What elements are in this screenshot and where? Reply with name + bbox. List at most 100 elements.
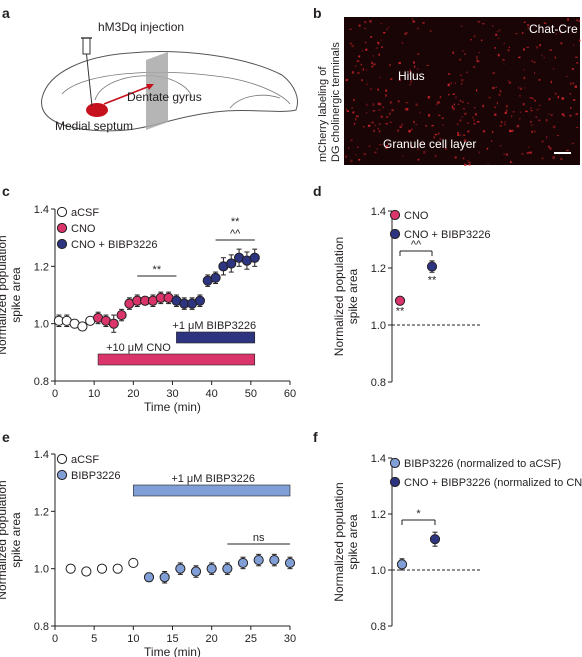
signal-speck bbox=[498, 29, 501, 32]
signal-speck bbox=[508, 81, 512, 84]
signal-speck bbox=[567, 18, 569, 21]
data-point bbox=[249, 252, 260, 263]
treatment-bar-label: +1 μM BIBP3226 bbox=[171, 473, 255, 485]
signal-speck bbox=[356, 60, 360, 62]
signal-speck bbox=[504, 123, 506, 126]
signal-speck bbox=[575, 113, 578, 116]
micrograph-side-label-2: DG cholinergic terminals bbox=[330, 42, 342, 162]
signal-speck bbox=[366, 103, 368, 107]
signal-speck bbox=[402, 155, 404, 157]
signal-speck bbox=[410, 80, 412, 83]
signal-speck bbox=[385, 94, 387, 97]
signal-speck bbox=[459, 74, 462, 76]
data-point bbox=[112, 563, 123, 574]
panel-letter-a: a bbox=[2, 5, 10, 21]
signal-speck bbox=[476, 121, 480, 123]
signal-speck bbox=[408, 129, 411, 133]
point-significance-label: ** bbox=[396, 306, 405, 318]
signal-speck bbox=[389, 112, 391, 115]
signal-speck bbox=[361, 50, 364, 52]
signal-speck bbox=[375, 47, 378, 49]
signal-speck bbox=[530, 110, 533, 112]
significance-label: ** bbox=[153, 264, 162, 276]
signal-speck bbox=[351, 71, 354, 74]
signal-speck bbox=[473, 66, 476, 68]
x-tick-label: 50 bbox=[245, 388, 257, 400]
signal-speck bbox=[357, 146, 359, 148]
signal-speck bbox=[554, 56, 556, 59]
signal-speck bbox=[413, 61, 415, 64]
signal-speck bbox=[494, 106, 496, 109]
signal-speck bbox=[380, 22, 383, 24]
signal-speck bbox=[463, 139, 467, 142]
signal-speck bbox=[379, 76, 381, 78]
signal-speck bbox=[362, 68, 364, 71]
signal-speck bbox=[470, 39, 472, 41]
y-tick-label: 0.8 bbox=[371, 377, 386, 389]
signal-speck bbox=[491, 131, 494, 133]
signal-speck bbox=[460, 25, 463, 27]
signal-speck bbox=[459, 58, 462, 61]
signal-speck bbox=[459, 119, 462, 122]
signal-speck bbox=[378, 109, 381, 111]
y-tick-label: 1.4 bbox=[34, 449, 49, 461]
signal-speck bbox=[372, 55, 374, 57]
signal-speck bbox=[561, 97, 564, 100]
significance-label: ^^ bbox=[411, 239, 422, 251]
signal-speck bbox=[447, 83, 450, 87]
x-axis-label: Time (min) bbox=[144, 400, 201, 414]
signal-speck bbox=[459, 99, 462, 102]
signal-speck bbox=[397, 129, 399, 132]
signal-speck bbox=[358, 158, 361, 161]
signal-speck bbox=[494, 47, 496, 49]
signal-speck bbox=[455, 96, 457, 99]
signal-speck bbox=[535, 116, 538, 118]
signal-speck bbox=[417, 27, 419, 30]
legend-marker bbox=[389, 476, 401, 488]
signal-speck bbox=[451, 105, 453, 108]
injection-needle bbox=[86, 53, 93, 107]
signal-speck bbox=[499, 124, 502, 127]
signal-speck bbox=[405, 102, 409, 104]
signal-speck bbox=[550, 80, 552, 84]
y-tick-label: 1.4 bbox=[371, 206, 386, 218]
signal-speck bbox=[464, 53, 466, 55]
signal-speck bbox=[417, 53, 420, 55]
signal-speck bbox=[419, 111, 421, 114]
data-point bbox=[284, 557, 296, 569]
signal-speck bbox=[576, 19, 579, 21]
signal-speck bbox=[531, 60, 533, 63]
signal-speck bbox=[386, 145, 389, 148]
signal-speck bbox=[463, 134, 466, 136]
signal-speck bbox=[411, 128, 413, 131]
panel-letter-b: b bbox=[313, 5, 322, 21]
significance-label: ** bbox=[231, 216, 240, 228]
signal-speck bbox=[364, 28, 366, 29]
data-point bbox=[210, 272, 221, 283]
signal-speck bbox=[512, 111, 515, 113]
signal-speck bbox=[534, 72, 536, 74]
signal-speck bbox=[457, 134, 460, 136]
signal-speck bbox=[401, 123, 403, 126]
medial-septum-site bbox=[86, 103, 108, 117]
signal-speck bbox=[406, 32, 408, 34]
signal-speck bbox=[523, 69, 525, 71]
data-point bbox=[194, 295, 206, 306]
treatment-bar bbox=[176, 331, 256, 344]
y-axis-label: Normalized population bbox=[332, 237, 346, 356]
signal-speck bbox=[365, 112, 368, 114]
x-tick-label: 20 bbox=[127, 388, 139, 400]
y-axis-label: spike area bbox=[9, 267, 23, 323]
y-tick-label: 1.0 bbox=[371, 565, 386, 577]
signal-speck bbox=[462, 108, 465, 110]
signal-speck bbox=[578, 39, 581, 42]
signal-speck bbox=[377, 127, 379, 130]
signal-speck bbox=[578, 20, 581, 22]
signal-speck bbox=[509, 129, 512, 133]
signal-speck bbox=[500, 91, 502, 93]
signal-speck bbox=[478, 52, 480, 54]
y-axis-label: spike area bbox=[346, 268, 360, 324]
signal-speck bbox=[495, 86, 498, 88]
signal-speck bbox=[378, 130, 381, 133]
